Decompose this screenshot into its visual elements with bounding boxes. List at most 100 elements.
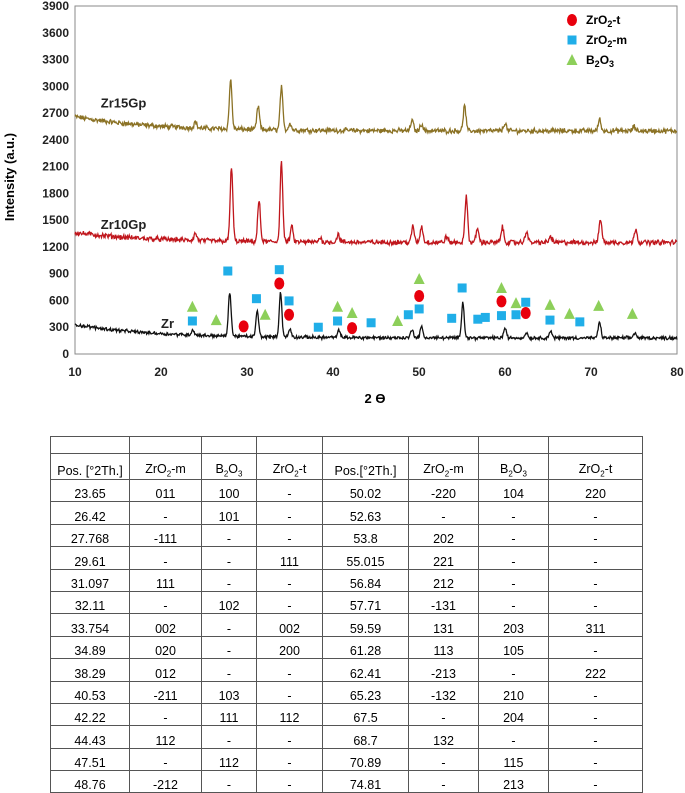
table-cell: - <box>548 747 643 772</box>
peak-table: Pos. [°2Th.] ZrO2-m B2O3 ZrO2-t Pos.[°2Th.] Z… <box>50 436 643 793</box>
table-cell: 48.76 <box>50 770 130 793</box>
table-cell: - <box>201 770 257 793</box>
table-cell: -132 <box>408 680 479 704</box>
marker-b2o3 <box>346 306 358 318</box>
table-cell: - <box>548 702 643 727</box>
y-tick-label: 3600 <box>42 26 69 40</box>
marker-zro2-t <box>414 290 425 302</box>
table-row: 48.76 -212- -74.81-213- <box>50 770 643 793</box>
table-cell: 59.59 <box>322 613 409 637</box>
table-cell: -212 <box>129 770 202 793</box>
table-cell: 203 <box>478 613 549 637</box>
table-cell: - <box>548 501 643 525</box>
x-tick-label: 30 <box>240 365 254 379</box>
y-tick-label: 3900 <box>42 0 69 13</box>
table-cell: 26.42 <box>50 501 130 525</box>
table-cell: - <box>478 546 549 570</box>
plot-area-border <box>74 5 678 355</box>
legend-label: ZrO2-m <box>586 33 627 49</box>
table-row: 33.754 002-002 59.59 131 203 311 <box>50 613 643 637</box>
table-cell: - <box>256 680 323 704</box>
y-axis-title: Intensity (a.u.) <box>2 133 17 221</box>
table-cell: 210 <box>478 680 549 704</box>
table-row: 47.51-112-70.89-115- <box>50 747 643 772</box>
table-row: 42.22-111 112 67.5-204- <box>50 702 643 727</box>
table-cell: 131 <box>408 613 479 637</box>
x-tick-label: 20 <box>154 365 168 379</box>
table-cell: 212 <box>408 568 479 592</box>
marker-zro2-t <box>347 322 358 335</box>
y-tick-label: 600 <box>49 293 69 307</box>
table-cell: - <box>129 590 202 615</box>
table-cell: 200 <box>256 635 323 660</box>
table-cell: - <box>408 747 479 772</box>
marker-zro2-m <box>473 314 483 324</box>
table-cell: -211 <box>129 680 202 704</box>
marker-zro2-m <box>274 265 284 275</box>
x-tick-label: 50 <box>412 365 426 379</box>
table-cell: 38.29 <box>50 658 130 682</box>
table-row: 23.65 011 100-50.02 -220 104 220 <box>50 478 643 503</box>
marker-zro2-m <box>333 316 343 326</box>
table-row: 29.61- -111 55.015 221- - <box>50 546 643 570</box>
table-row: 34.89 020-200 61.28 113 105- <box>50 635 643 660</box>
legend-label: B2O3 <box>586 53 614 69</box>
table-cell: -220 <box>408 478 479 503</box>
marker-zro2-m <box>480 312 490 322</box>
legend-symbol-zro2-m <box>567 35 577 45</box>
tick-layer: 0 300 600 900 1200 1500 1800 2100 2400 2700 3000 33… <box>42 0 684 379</box>
y-tick-label: 1200 <box>42 240 69 254</box>
table-cell: 202 <box>408 523 479 548</box>
table-cell: 100 <box>201 478 257 503</box>
table-cell: 222 <box>548 658 643 682</box>
table-cell: - <box>201 635 257 660</box>
table-cell: - <box>256 568 323 592</box>
table-row: 32.11-102-57.71 -131- - <box>50 590 643 615</box>
table-cell: 50.02 <box>322 478 409 503</box>
series-label-zr10gp: Zr10Gp <box>101 217 147 232</box>
table-row: 27.768 -111- -53.8 202- - <box>50 523 643 548</box>
table-row: 44.43 112- -68.7 132- - <box>50 725 643 749</box>
table-cell: - <box>256 501 323 525</box>
table-header-cell: ZrO2-t <box>548 453 643 480</box>
table-cell: 74.81 <box>322 770 409 793</box>
y-tick-label: 0 <box>62 347 69 361</box>
table-cell: 40.53 <box>50 680 130 704</box>
table-cell: - <box>201 725 257 749</box>
marker-zro2-m <box>223 266 233 276</box>
y-tick-label: 2100 <box>42 160 69 174</box>
table-cell: 29.61 <box>50 546 130 570</box>
table-cell: - <box>478 590 549 615</box>
table-cell: 311 <box>548 613 643 637</box>
table-header-cell: B2O3 <box>201 453 257 480</box>
table-cell: 011 <box>129 478 202 503</box>
table-header-cell: ZrO2-m <box>408 453 479 480</box>
table-cell: - <box>548 568 643 592</box>
table-cell: - <box>548 680 643 704</box>
table-cell: - <box>548 725 643 749</box>
marker-zro2-m <box>187 316 197 326</box>
legend-symbol-b2o3 <box>566 54 578 65</box>
table-header-cell: ZrO2-t <box>256 453 323 480</box>
marker-b2o3 <box>259 308 271 320</box>
table-cell: 213 <box>478 770 549 793</box>
table-cell: 44.43 <box>50 725 130 749</box>
table-cell: 020 <box>129 635 202 660</box>
x-tick-label: 10 <box>68 365 82 379</box>
marker-zro2-m <box>366 318 376 328</box>
table-cell: 33.754 <box>50 613 130 637</box>
table-cell: 67.5 <box>322 702 409 727</box>
table-cell: 111 <box>201 702 257 727</box>
series-label-zr15gp: Zr15Gp <box>101 95 147 110</box>
y-tick-label: 2700 <box>42 106 69 120</box>
table-cell: - <box>548 635 643 660</box>
marker-b2o3 <box>392 314 404 326</box>
table-cell: - <box>201 658 257 682</box>
marker-zro2-t <box>496 295 507 308</box>
table-cell: 27.768 <box>50 523 130 548</box>
table-cell: - <box>201 523 257 548</box>
table-cell: - <box>256 725 323 749</box>
table-cell: - <box>201 613 257 637</box>
table-cell: 002 <box>129 613 202 637</box>
table-cell: -111 <box>129 523 202 548</box>
